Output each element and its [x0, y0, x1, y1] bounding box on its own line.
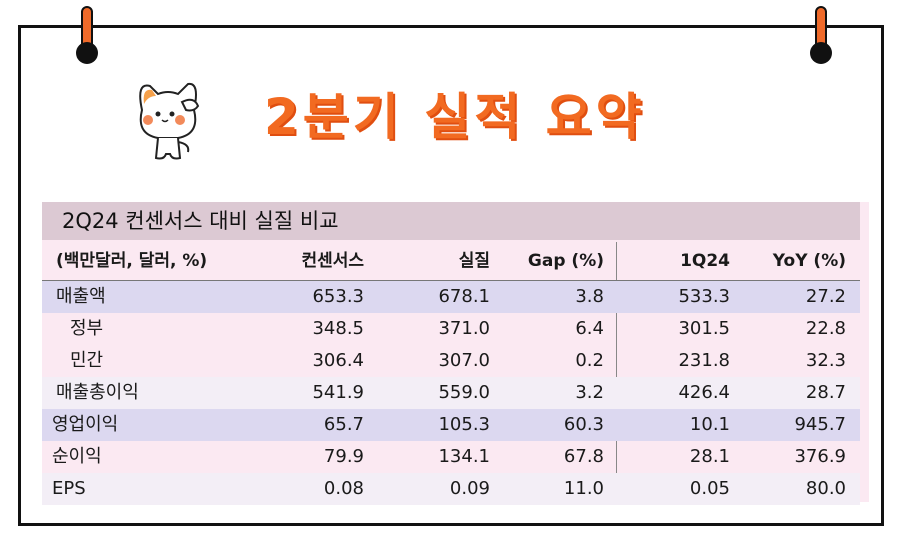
actual-value: 105.3 [438, 414, 490, 435]
consensus-value: 65.7 [323, 414, 364, 435]
actual-value: 371.0 [438, 318, 490, 339]
header-yoy: YoY (%) [772, 251, 846, 271]
header-consensus: 컨센서스 [301, 251, 364, 271]
gap-value: 67.8 [563, 446, 604, 467]
table-row: 영업이익 65.7 105.3 60.3 10.1 945.7 [42, 409, 860, 441]
yoy-value: 22.8 [805, 318, 846, 339]
consensus-value: 541.9 [312, 382, 364, 403]
page-title: 2분기 실적 요약 [264, 88, 646, 146]
row-label: 매출총이익 [56, 382, 139, 403]
gap-value: 11.0 [563, 478, 604, 499]
1q24-value: 533.3 [678, 286, 730, 307]
row-label: EPS [52, 478, 86, 499]
table-row: 민간 306.4 307.0 0.2 231.8 32.3 [42, 345, 860, 377]
yoy-value: 376.9 [794, 446, 846, 467]
yoy-value: 80.0 [805, 478, 846, 499]
table-header-row: (백만달러, 달러, %) 컨센서스 실질 Gap (%) 1Q24 YoY (… [42, 242, 860, 281]
cat-saluting-icon [139, 82, 200, 160]
gap-value: 3.8 [575, 286, 604, 307]
header-1q24: 1Q24 [680, 251, 730, 271]
table-row: EPS 0.08 0.09 11.0 0.05 80.0 [42, 473, 860, 505]
row-label: 매출액 [56, 286, 106, 307]
table-row: 정부 348.5 371.0 6.4 301.5 22.8 [42, 313, 860, 345]
actual-value: 134.1 [438, 446, 490, 467]
table-row: 매출총이익 541.9 559.0 3.2 426.4 28.7 [42, 377, 860, 409]
1q24-value: 0.05 [689, 478, 730, 499]
table-row: 매출액 653.3 678.1 3.8 533.3 27.2 [42, 281, 860, 313]
1q24-value: 28.1 [689, 446, 730, 467]
1q24-value: 10.1 [689, 414, 730, 435]
row-label: 정부 [70, 318, 104, 339]
pin-icon [72, 6, 102, 66]
yoy-value: 32.3 [805, 350, 846, 371]
header-gap: Gap (%) [527, 251, 604, 271]
gap-value: 60.3 [563, 414, 604, 435]
row-label: 민간 [70, 350, 104, 371]
column-divider [616, 242, 617, 502]
1q24-value: 301.5 [678, 318, 730, 339]
consensus-value: 348.5 [312, 318, 364, 339]
table-caption: 2Q24 컨센서스 대비 실질 비교 [42, 202, 860, 240]
gap-value: 3.2 [575, 382, 604, 403]
comparison-table: 2Q24 컨센서스 대비 실질 비교 (백만달러, 달러, %) 컨센서스 실질… [42, 202, 869, 505]
yoy-value: 945.7 [794, 414, 846, 435]
table-row: 순이익 79.9 134.1 67.8 28.1 376.9 [42, 441, 860, 473]
1q24-value: 231.8 [678, 350, 730, 371]
1q24-value: 426.4 [678, 382, 730, 403]
header-actual: 실질 [458, 251, 490, 271]
yoy-value: 28.7 [805, 382, 846, 403]
actual-value: 0.09 [449, 478, 490, 499]
gap-value: 6.4 [575, 318, 604, 339]
actual-value: 678.1 [438, 286, 490, 307]
gap-value: 0.2 [575, 350, 604, 371]
row-label: 순이익 [52, 446, 102, 467]
header-unit: (백만달러, 달러, %) [56, 251, 208, 271]
actual-value: 307.0 [438, 350, 490, 371]
yoy-value: 27.2 [805, 286, 846, 307]
consensus-value: 0.08 [323, 478, 364, 499]
actual-value: 559.0 [438, 382, 490, 403]
consensus-value: 306.4 [312, 350, 364, 371]
row-label: 영업이익 [52, 414, 119, 435]
consensus-value: 653.3 [312, 286, 364, 307]
consensus-value: 79.9 [323, 446, 364, 467]
pin-icon [806, 6, 836, 66]
